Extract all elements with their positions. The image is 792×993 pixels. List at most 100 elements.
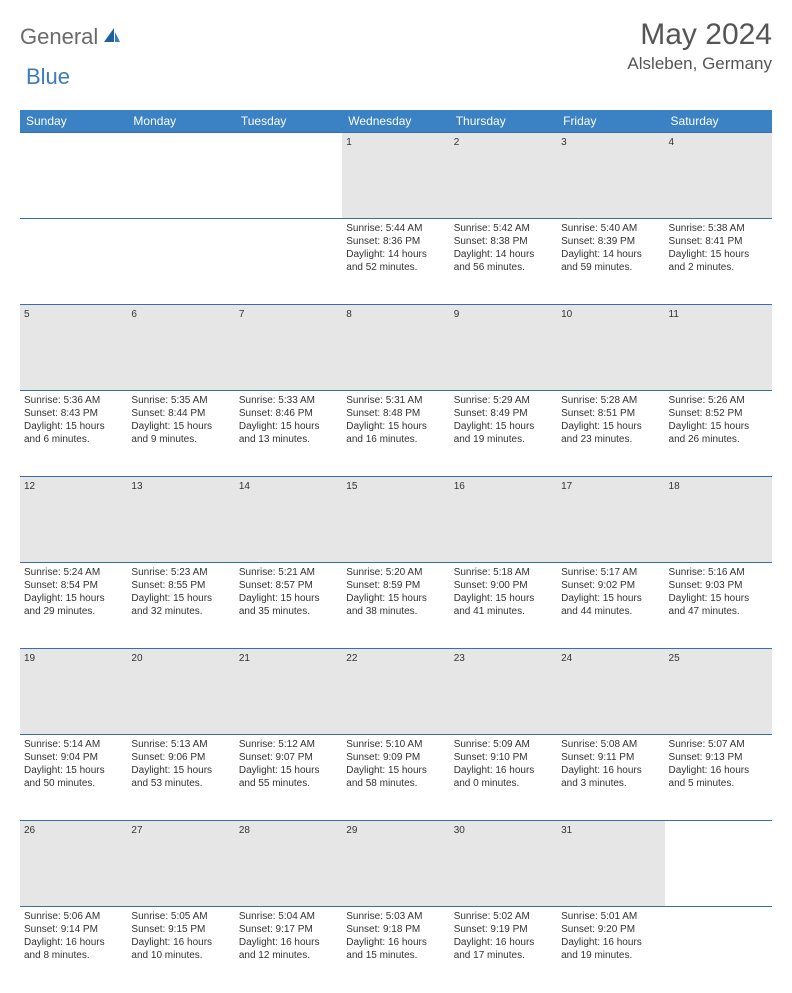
weekday-header: Wednesday xyxy=(342,110,449,133)
day-cell: Sunrise: 5:12 AMSunset: 9:07 PMDaylight:… xyxy=(235,735,342,821)
day-info-line: Sunrise: 5:08 AM xyxy=(561,738,660,751)
day-info-line: Daylight: 16 hours xyxy=(346,936,445,949)
day-info-line: and 56 minutes. xyxy=(454,261,553,274)
day-number xyxy=(20,133,127,219)
day-cell xyxy=(127,219,234,305)
day-cell: Sunrise: 5:29 AMSunset: 8:49 PMDaylight:… xyxy=(450,391,557,477)
day-cell xyxy=(20,219,127,305)
day-info-line: and 15 minutes. xyxy=(346,949,445,962)
weekday-header: Sunday xyxy=(20,110,127,133)
day-info-line: Sunset: 9:04 PM xyxy=(24,751,123,764)
day-number: 25 xyxy=(665,649,772,735)
day-info-line: Sunset: 8:59 PM xyxy=(346,579,445,592)
day-info-line: Sunrise: 5:04 AM xyxy=(239,910,338,923)
day-cell: Sunrise: 5:01 AMSunset: 9:20 PMDaylight:… xyxy=(557,907,664,993)
day-info-line: Sunset: 9:11 PM xyxy=(561,751,660,764)
day-info-line: Daylight: 16 hours xyxy=(561,936,660,949)
day-info-line: Sunrise: 5:40 AM xyxy=(561,222,660,235)
day-info-line: and 16 minutes. xyxy=(346,433,445,446)
day-info-line: and 19 minutes. xyxy=(561,949,660,962)
day-info-line: Daylight: 16 hours xyxy=(24,936,123,949)
day-info-line: Daylight: 15 hours xyxy=(346,420,445,433)
day-info-line: Daylight: 15 hours xyxy=(669,420,768,433)
day-cell: Sunrise: 5:20 AMSunset: 8:59 PMDaylight:… xyxy=(342,563,449,649)
day-info-line: Sunset: 8:38 PM xyxy=(454,235,553,248)
day-info-line: Sunrise: 5:33 AM xyxy=(239,394,338,407)
day-info-line: Sunset: 8:57 PM xyxy=(239,579,338,592)
day-number: 28 xyxy=(235,821,342,907)
day-number: 5 xyxy=(20,305,127,391)
logo: General xyxy=(20,18,124,50)
day-number: 21 xyxy=(235,649,342,735)
logo-text-blue: Blue xyxy=(26,64,70,89)
day-cell: Sunrise: 5:02 AMSunset: 9:19 PMDaylight:… xyxy=(450,907,557,993)
day-info-line: Sunrise: 5:02 AM xyxy=(454,910,553,923)
day-info-line: Sunrise: 5:24 AM xyxy=(24,566,123,579)
weekday-header-row: SundayMondayTuesdayWednesdayThursdayFrid… xyxy=(20,110,772,133)
weekday-header: Monday xyxy=(127,110,234,133)
day-info-line: Sunset: 9:02 PM xyxy=(561,579,660,592)
day-cell: Sunrise: 5:33 AMSunset: 8:46 PMDaylight:… xyxy=(235,391,342,477)
day-info-line: Sunset: 9:07 PM xyxy=(239,751,338,764)
day-info-line: Sunset: 8:54 PM xyxy=(24,579,123,592)
day-info-line: Daylight: 15 hours xyxy=(669,592,768,605)
day-cell: Sunrise: 5:40 AMSunset: 8:39 PMDaylight:… xyxy=(557,219,664,305)
day-cell: Sunrise: 5:28 AMSunset: 8:51 PMDaylight:… xyxy=(557,391,664,477)
day-number: 3 xyxy=(557,133,664,219)
day-number: 23 xyxy=(450,649,557,735)
day-info-line: Sunrise: 5:12 AM xyxy=(239,738,338,751)
day-cell: Sunrise: 5:23 AMSunset: 8:55 PMDaylight:… xyxy=(127,563,234,649)
day-info-line: Sunrise: 5:36 AM xyxy=(24,394,123,407)
day-info-line: Sunset: 9:03 PM xyxy=(669,579,768,592)
day-info-line: Sunset: 9:20 PM xyxy=(561,923,660,936)
day-info-line: Sunset: 9:15 PM xyxy=(131,923,230,936)
day-number: 6 xyxy=(127,305,234,391)
day-cell: Sunrise: 5:03 AMSunset: 9:18 PMDaylight:… xyxy=(342,907,449,993)
day-info-line: Sunset: 8:41 PM xyxy=(669,235,768,248)
day-info-line: Sunset: 8:49 PM xyxy=(454,407,553,420)
day-number-row: 1234 xyxy=(20,133,772,219)
month-title: May 2024 xyxy=(627,18,772,52)
day-number-row: 262728293031 xyxy=(20,821,772,907)
day-info-line: Sunset: 9:06 PM xyxy=(131,751,230,764)
day-number: 7 xyxy=(235,305,342,391)
day-info-line: Sunrise: 5:06 AM xyxy=(24,910,123,923)
day-info-line: and 53 minutes. xyxy=(131,777,230,790)
day-info-line: Sunrise: 5:17 AM xyxy=(561,566,660,579)
day-info-line: Sunset: 9:13 PM xyxy=(669,751,768,764)
day-info-line: and 50 minutes. xyxy=(24,777,123,790)
day-info-line: Sunset: 9:14 PM xyxy=(24,923,123,936)
day-info-line: Sunrise: 5:16 AM xyxy=(669,566,768,579)
day-info-line: Daylight: 15 hours xyxy=(669,248,768,261)
day-info-line: and 9 minutes. xyxy=(131,433,230,446)
day-number: 29 xyxy=(342,821,449,907)
day-info-line: Sunset: 8:44 PM xyxy=(131,407,230,420)
day-info-line: Sunset: 8:51 PM xyxy=(561,407,660,420)
day-info-line: Daylight: 15 hours xyxy=(561,592,660,605)
day-info-line: and 59 minutes. xyxy=(561,261,660,274)
day-number: 4 xyxy=(665,133,772,219)
day-info-line: Sunrise: 5:14 AM xyxy=(24,738,123,751)
day-cell: Sunrise: 5:42 AMSunset: 8:38 PMDaylight:… xyxy=(450,219,557,305)
day-info-line: Sunrise: 5:01 AM xyxy=(561,910,660,923)
day-info-line: and 55 minutes. xyxy=(239,777,338,790)
day-content-row: Sunrise: 5:24 AMSunset: 8:54 PM Daylight:… xyxy=(20,563,772,649)
day-cell: Sunrise: 5:07 AMSunset: 9:13 PMDaylight:… xyxy=(665,735,772,821)
day-info-line: and 52 minutes. xyxy=(346,261,445,274)
day-info-line: and 8 minutes. xyxy=(24,949,123,962)
day-info-line: Daylight: 15 hours xyxy=(239,420,338,433)
day-info-line: Daylight: 16 hours xyxy=(454,764,553,777)
day-number: 17 xyxy=(557,477,664,563)
day-number: 8 xyxy=(342,305,449,391)
day-cell xyxy=(665,907,772,993)
day-info-line: and 17 minutes. xyxy=(454,949,553,962)
day-info-line: Sunset: 8:39 PM xyxy=(561,235,660,248)
logo-text-general: General xyxy=(20,24,98,50)
weekday-header: Thursday xyxy=(450,110,557,133)
day-cell: Sunrise: 5:21 AMSunset: 8:57 PMDaylight:… xyxy=(235,563,342,649)
day-info-line: Daylight: 16 hours xyxy=(454,936,553,949)
day-number xyxy=(665,821,772,907)
day-info-line: Sunrise: 5:13 AM xyxy=(131,738,230,751)
day-info-line: Daylight: 15 hours xyxy=(561,420,660,433)
day-info-line: Sunset: 9:00 PM xyxy=(454,579,553,592)
